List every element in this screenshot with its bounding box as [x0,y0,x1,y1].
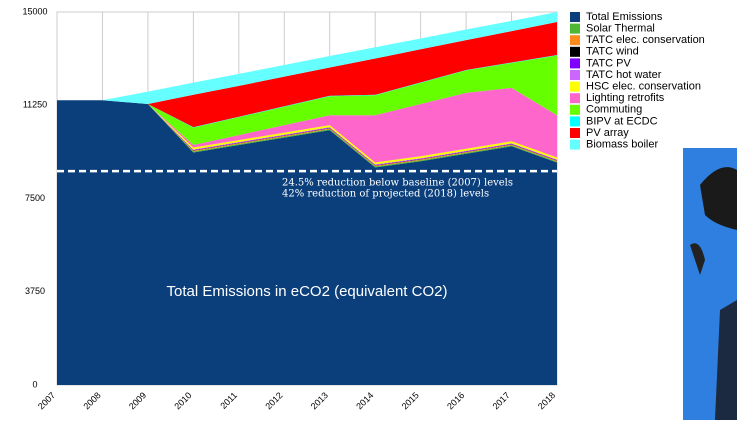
x-tick-label: 2017 [491,390,512,411]
legend-swatch [570,35,580,46]
reference-label: 42% reduction of projected (2018) levels [282,189,489,200]
legend-swatch [570,12,580,22]
legend-swatch [570,93,580,104]
y-tick-label: 11250 [23,100,47,110]
legend-swatch [570,104,580,115]
legend-label: TATC PV [586,57,631,69]
legend-swatch [570,139,580,150]
reference-label: 24.5% reduction below baseline (2007) le… [282,178,513,189]
y-tick-label: 7500 [25,193,45,203]
x-tick-label: 2008 [81,390,102,411]
photo-shape [715,300,737,420]
legend-label: TATC hot water [586,69,662,81]
legend-swatch [570,70,580,80]
y-tick-label: 15000 [22,6,47,16]
x-tick-label: 2013 [309,390,330,411]
legend-label: PV array [586,127,629,139]
annotation: Total Emissions in eCO2 (equivalent CO2) [167,283,448,300]
x-tick-label: 2012 [263,390,284,411]
x-tick-label: 2015 [400,390,421,411]
area [57,100,557,168]
legend-swatch [570,81,580,92]
area [57,21,557,128]
legend-label: Commuting [586,104,642,116]
x-tick-label: 2011 [218,390,239,411]
legend-label: TATC wind [586,46,639,58]
legend-swatch [570,116,580,127]
area [57,87,557,163]
legend-swatch [570,128,580,138]
x-tick-label: 2010 [172,390,193,411]
y-tick-label: 3750 [25,286,45,296]
legend-swatch [570,23,580,34]
photo-shape [690,243,705,275]
legend-swatch [570,46,580,57]
x-tick-label: 2018 [536,390,557,411]
legend-label: TATC elec. conservation [586,34,705,46]
legend-label: Total Emissions [586,11,663,23]
y-tick-label: 0 [32,379,37,389]
x-tick-label: 2007 [36,390,57,411]
legend-label: BIPV at ECDC [586,115,658,127]
x-tick-label: 2014 [354,390,375,411]
legend-label: Solar Thermal [586,23,655,35]
x-tick-label: 2009 [127,390,148,411]
legend-swatch [570,58,580,69]
legend-label: Biomass boiler [586,139,658,151]
legend-label: HSC elec. conservation [586,81,701,93]
area [57,55,557,146]
legend-label: Lighting retrofits [586,92,665,104]
x-tick-label: 2016 [445,390,466,411]
photo-shape [700,167,737,230]
